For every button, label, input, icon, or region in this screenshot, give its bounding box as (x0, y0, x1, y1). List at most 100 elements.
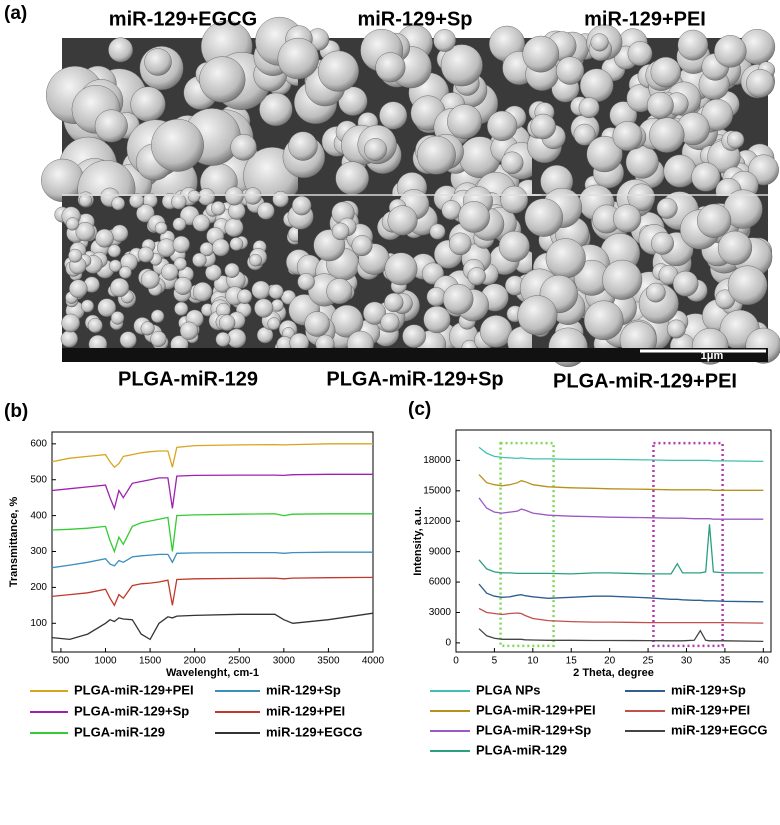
particle (87, 318, 103, 334)
particle (69, 279, 88, 298)
highlight-region (652, 441, 724, 648)
particle (237, 289, 253, 305)
series-line (51, 443, 373, 469)
particle (197, 188, 216, 206)
legend-label: PLGA-miR-129 (476, 742, 567, 757)
particle (224, 186, 244, 206)
particle (351, 235, 373, 257)
particle (467, 267, 486, 286)
particle (251, 280, 271, 300)
particle (97, 298, 117, 318)
y-tick-label: 300 (30, 546, 47, 557)
x-tick-label: 0 (453, 656, 459, 667)
y-axis-label: Intensity, a.u. (412, 506, 424, 575)
series-line (478, 607, 764, 624)
particle (277, 37, 319, 80)
particle (442, 283, 474, 315)
particle (663, 154, 697, 188)
particle (677, 29, 709, 61)
particle (111, 196, 125, 211)
x-tick-label: 3500 (317, 656, 340, 667)
particle (447, 104, 482, 139)
image-label: PLGA-miR-129 (118, 368, 258, 390)
x-tick-label: 1500 (139, 656, 162, 667)
particle (257, 202, 275, 220)
particle (192, 252, 207, 268)
y-tick-label: 200 (30, 582, 47, 593)
particle (524, 198, 563, 237)
particle (65, 217, 80, 231)
particle (68, 248, 83, 263)
particle (612, 121, 643, 151)
particle (172, 235, 190, 254)
legend-label: miR-129+PEI (671, 702, 750, 717)
series-line (51, 551, 373, 569)
particle (746, 69, 775, 98)
particle (172, 217, 187, 231)
series-line (478, 497, 764, 520)
particle (150, 309, 165, 323)
particle (215, 331, 231, 347)
series-line (51, 612, 374, 641)
particle (144, 48, 172, 76)
x-tick-label: 35 (719, 656, 731, 667)
particle (254, 298, 274, 318)
particle (696, 203, 732, 238)
particle (304, 311, 330, 337)
particle (78, 194, 92, 208)
series-line (478, 474, 764, 491)
x-tick-label: 10 (527, 656, 539, 667)
particle (137, 246, 154, 263)
particle (268, 284, 284, 300)
particle (612, 204, 642, 233)
particle (187, 189, 201, 203)
particle (726, 131, 745, 149)
particle (384, 252, 418, 286)
legend-label: PLGA-miR-129+PEI (74, 682, 194, 697)
particle (583, 300, 624, 341)
particle (573, 123, 596, 146)
x-tick-label: 500 (53, 656, 70, 667)
particle (440, 44, 483, 87)
y-axis-label: Transmittance, % (8, 497, 20, 588)
plot-frame (455, 429, 772, 653)
particle (224, 262, 240, 278)
particle (579, 68, 614, 103)
x-tick-label: 2500 (228, 656, 251, 667)
legend-label: miR-129+EGCG (671, 722, 767, 737)
legend-label: PLGA NPs (476, 682, 541, 697)
particle (60, 330, 78, 348)
y-tick-label: 6000 (429, 577, 452, 588)
series-line (478, 583, 764, 603)
particle (110, 278, 130, 298)
particle (449, 232, 472, 256)
particle (545, 238, 586, 279)
legend-label: miR-129+Sp (671, 682, 746, 697)
particle (586, 136, 623, 173)
particle (331, 222, 350, 241)
particle (110, 311, 125, 325)
sem-images (41, 16, 780, 367)
particle (522, 35, 560, 73)
particle (218, 314, 236, 331)
x-tick-label: 2000 (184, 656, 207, 667)
particle (364, 138, 387, 161)
particle (555, 56, 585, 85)
particle (174, 276, 193, 295)
particle (717, 230, 753, 265)
x-tick-label: 1000 (94, 656, 117, 667)
particle (656, 197, 678, 219)
y-tick-label: 600 (30, 438, 47, 449)
particle (111, 224, 129, 242)
particle (429, 223, 446, 240)
particle (173, 257, 187, 271)
panel-label: (c) (408, 399, 431, 420)
particle (292, 195, 312, 216)
particle (129, 193, 145, 209)
particle (161, 263, 179, 281)
series-line (478, 628, 764, 643)
y-tick-label: 9000 (429, 546, 452, 557)
particle (94, 109, 128, 143)
particle (154, 221, 168, 235)
x-tick-label: 3000 (273, 656, 296, 667)
